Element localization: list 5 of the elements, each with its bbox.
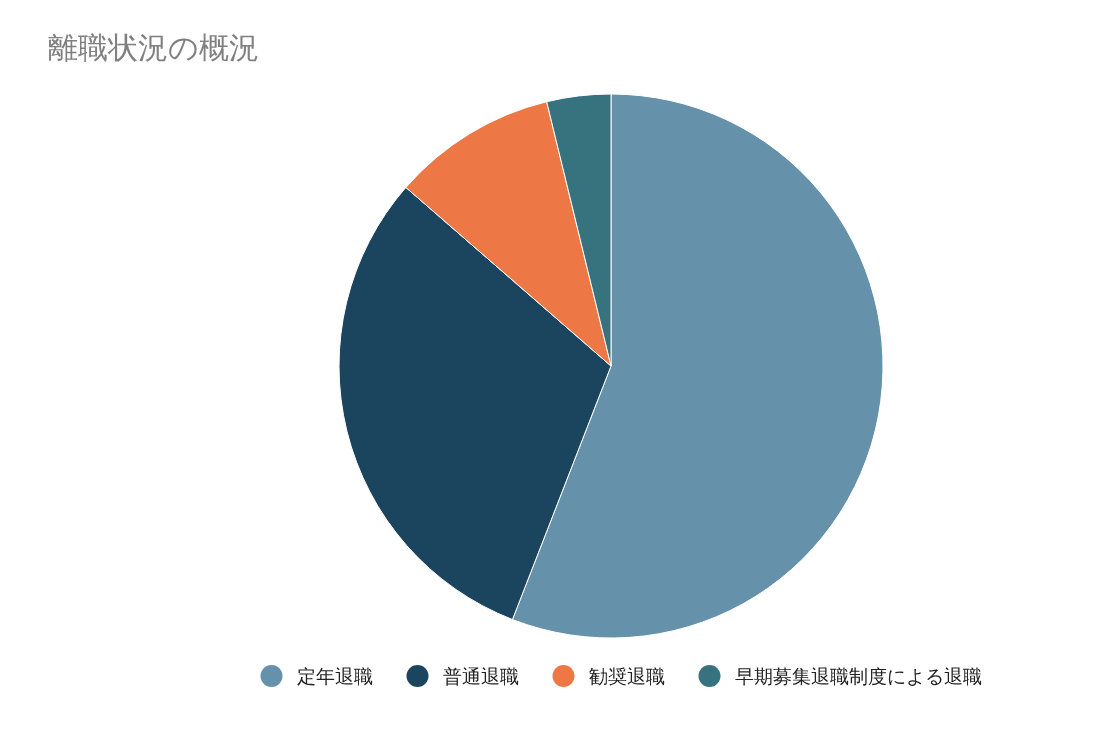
legend-label: 早期募集退職制度による退職 bbox=[734, 665, 982, 687]
legend-label: 勧奨退職 bbox=[588, 665, 665, 687]
legend-label: 定年退職 bbox=[296, 665, 373, 687]
legend-label: 普通退職 bbox=[442, 665, 519, 687]
chart-title: 離職状況の概況 bbox=[48, 30, 259, 65]
